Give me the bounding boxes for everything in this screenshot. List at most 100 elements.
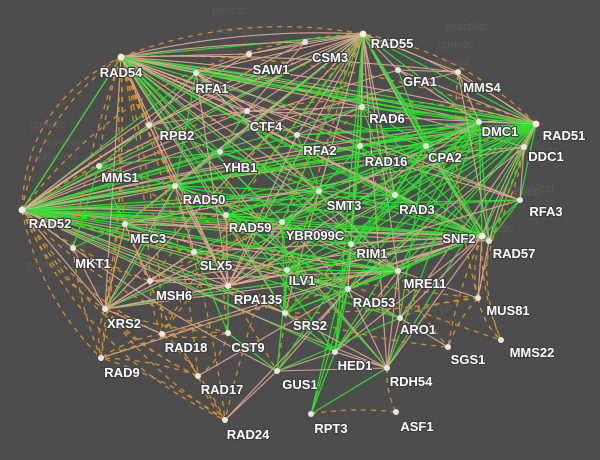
edge-yeastnet — [219, 151, 483, 237]
graph-node-rad18[interactable] — [159, 331, 165, 337]
graph-node-rad55[interactable] — [359, 30, 367, 38]
graph-node-ybr099c[interactable] — [279, 219, 285, 225]
edge-genetic — [481, 235, 502, 341]
graph-node-mre11[interactable] — [395, 268, 401, 274]
graph-node-rim1[interactable] — [348, 241, 354, 247]
graph-node-smt3[interactable] — [316, 188, 322, 194]
graph-node-mms1[interactable] — [96, 163, 102, 169]
graph-node-slx5[interactable] — [191, 249, 197, 255]
graph-node-rad24[interactable] — [222, 417, 228, 423]
graph-node-rpa135[interactable] — [225, 283, 231, 289]
edge-physical — [21, 41, 306, 211]
graph-node-mms22[interactable] — [498, 337, 504, 343]
graph-node-gfa1[interactable] — [395, 67, 401, 73]
graph-node-gus1[interactable] — [274, 368, 280, 374]
graph-node-mms4[interactable] — [455, 69, 461, 75]
background-watermark: yeastNet — [40, 137, 83, 149]
graph-node-rad50[interactable] — [172, 183, 178, 189]
edge-physical — [284, 312, 388, 369]
graph-node-rpb2[interactable] — [146, 122, 152, 128]
graph-node-mkt1[interactable] — [70, 245, 76, 251]
graph-node-rdh54[interactable] — [384, 365, 390, 371]
graph-node-ddc1[interactable] — [521, 144, 527, 150]
graph-node-rfa3[interactable] — [517, 197, 523, 203]
edge-yeastnet — [397, 69, 427, 147]
graph-node-rad53[interactable] — [345, 286, 351, 292]
graph-node-rad6[interactable] — [359, 104, 365, 110]
edge-yeastnet — [519, 123, 537, 201]
edge-physical — [397, 69, 459, 73]
graph-node-rad16[interactable] — [357, 143, 363, 149]
node-label-ddc1: DDC1 — [528, 149, 563, 164]
edge-physical — [21, 69, 399, 211]
graph-node-rad17[interactable] — [195, 373, 201, 379]
edge-yeastnet — [104, 270, 399, 310]
graph-node-ilv1[interactable] — [284, 267, 290, 273]
edge-physical — [386, 270, 399, 369]
edge-physical — [21, 53, 250, 211]
graph-node-saw1[interactable] — [246, 51, 252, 57]
edge-physical — [195, 72, 248, 112]
graph-node-asf1[interactable] — [393, 409, 399, 415]
graph-node-mus81[interactable] — [475, 295, 481, 301]
edge-physical — [21, 33, 364, 211]
graph-node-cst9[interactable] — [225, 330, 231, 336]
edge-yeastnet — [124, 185, 176, 225]
node-label-rad3: RAD3 — [399, 202, 434, 217]
edge-physical — [227, 285, 286, 314]
graph-node-rad57[interactable] — [486, 238, 492, 244]
graph-node-msh6[interactable] — [147, 278, 153, 284]
graph-node-rfa2[interactable] — [294, 132, 300, 138]
node-label-aro1: ARO1 — [400, 322, 436, 337]
edge-genetic — [100, 333, 163, 359]
edge-yeastnet — [318, 145, 361, 192]
node-label-msh6: MSH6 — [156, 288, 192, 303]
edge-physical — [296, 33, 364, 136]
graph-node-sgs1[interactable] — [445, 344, 451, 350]
graph-node-rad54[interactable] — [117, 53, 125, 61]
graph-node-dmc1[interactable] — [476, 119, 482, 125]
node-layer[interactable] — [18, 30, 540, 423]
node-label-rpt3: RPT3 — [314, 421, 347, 436]
edge-yeastnet — [296, 121, 480, 136]
graph-node-mec3[interactable] — [122, 221, 128, 227]
graph-node-srs2[interactable] — [282, 310, 288, 316]
edge-yeastnet — [284, 121, 480, 314]
graph-node-hed1[interactable] — [332, 349, 338, 355]
graph-node-rfa1[interactable] — [193, 70, 199, 76]
node-label-rad55: RAD55 — [371, 36, 414, 51]
graph-node-aro1[interactable] — [397, 315, 403, 321]
graph-node-rpt3[interactable] — [308, 411, 314, 417]
background-watermark: yeastNet — [444, 21, 487, 33]
edge-yeastnet — [219, 151, 320, 192]
edge-physical — [350, 243, 399, 272]
graph-node-cpa2[interactable] — [423, 143, 429, 149]
edge-yeastnet — [296, 134, 320, 192]
edge-physical — [246, 106, 363, 112]
edge-physical — [195, 72, 229, 287]
edge-genetic — [474, 235, 483, 299]
node-label-mec3: MEC3 — [130, 231, 166, 246]
edge-physical — [276, 288, 349, 372]
graph-node-rad3[interactable] — [392, 192, 398, 198]
edge-genetic — [100, 223, 126, 359]
graph-node-ctf4[interactable] — [244, 108, 250, 114]
graph-node-xrs2[interactable] — [102, 306, 108, 312]
graph-node-rad9[interactable] — [98, 355, 104, 361]
graph-node-rad51[interactable] — [532, 120, 540, 128]
edge-physical — [276, 367, 388, 372]
edge-genetic — [100, 288, 349, 359]
edge-yeastnet — [281, 221, 286, 314]
node-label-snf2: SNF2 — [442, 231, 475, 246]
edge-genetic — [397, 270, 449, 348]
edge-physical — [174, 185, 195, 253]
graph-node-rad59[interactable] — [223, 212, 229, 218]
graph-node-rad52[interactable] — [18, 206, 26, 214]
graph-node-csm3[interactable] — [302, 39, 308, 45]
graph-node-snf2[interactable] — [478, 232, 486, 240]
edge-genetic — [362, 33, 537, 125]
graph-node-yhb1[interactable] — [217, 149, 223, 155]
edge-yeastnet — [225, 121, 480, 216]
